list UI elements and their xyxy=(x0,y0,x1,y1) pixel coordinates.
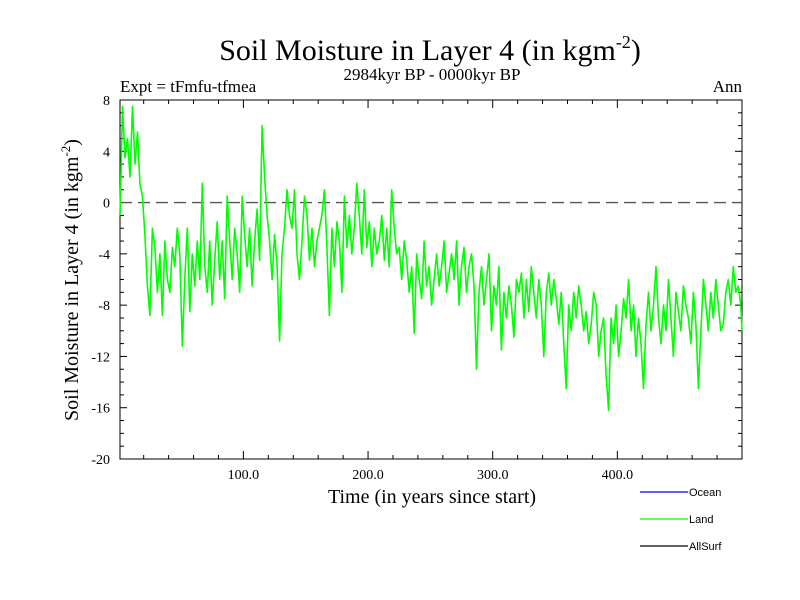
chart-title-close: ) xyxy=(631,34,641,67)
y-axis-label-sup: -2 xyxy=(58,146,73,157)
legend: Ocean Land AllSurf xyxy=(640,487,722,553)
y-axis-ticks: 8 4 0 -4 -8 -12 -16 -20 xyxy=(91,94,742,468)
y-tick-label: 4 xyxy=(103,145,110,160)
series-line-land xyxy=(119,105,743,412)
x-axis-ticks: 100.0 200.0 300.0 400.0 xyxy=(143,100,718,483)
series-group xyxy=(119,105,743,412)
chart-title-sup: -2 xyxy=(616,32,631,52)
subtitle-center: 2984kyr BP - 0000kyr BP xyxy=(344,65,521,84)
subtitle-left: Expt = tFmfu-tfmea xyxy=(120,77,257,96)
x-tick-label: 100.0 xyxy=(228,468,260,483)
y-tick-label: -4 xyxy=(98,248,110,263)
x-axis-label: Time (in years since start) xyxy=(328,486,536,508)
chart-title-main: Soil Moisture in Layer 4 (in kgm xyxy=(219,34,616,67)
chart-title: Soil Moisture in Layer 4 (in kgm-2) xyxy=(219,32,641,67)
y-tick-label: -12 xyxy=(91,350,110,365)
y-tick-label: 8 xyxy=(103,94,110,109)
x-tick-label: 400.0 xyxy=(602,468,634,483)
y-axis-label: Soil Moisture in Layer 4 (in kgm-2) xyxy=(58,139,83,421)
legend-label-allsurf: AllSurf xyxy=(689,541,722,553)
y-tick-label: -16 xyxy=(91,402,110,417)
y-axis-label-main: Soil Moisture in Layer 4 (in kgm xyxy=(61,156,83,421)
y-axis-label-close: ) xyxy=(61,139,83,146)
subtitle-right: Ann xyxy=(713,77,743,96)
legend-label-land: Land xyxy=(689,514,713,526)
x-tick-label: 300.0 xyxy=(477,468,509,483)
y-tick-label: -8 xyxy=(98,299,110,314)
x-tick-label: 200.0 xyxy=(352,468,384,483)
legend-label-ocean: Ocean xyxy=(689,487,721,499)
y-tick-label: -20 xyxy=(91,453,110,468)
y-tick-label: 0 xyxy=(103,197,110,212)
